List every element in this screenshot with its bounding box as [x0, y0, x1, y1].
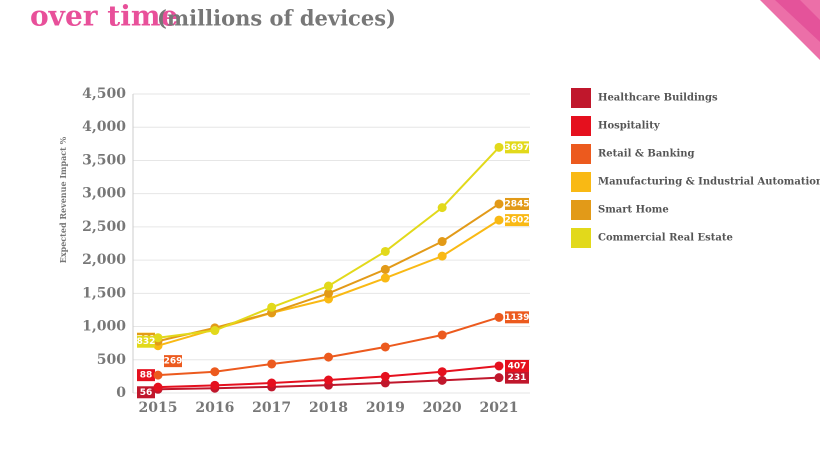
y-tick-label: 3,500 [82, 152, 126, 168]
legend-label: Hospitality [598, 121, 661, 132]
y-tick-label: 1,000 [82, 319, 126, 335]
data-point [494, 199, 504, 209]
data-label: 88 [140, 371, 153, 381]
data-point [380, 273, 390, 283]
chart-title: over time [30, 0, 178, 33]
data-point [324, 352, 333, 362]
legend-swatch [571, 144, 591, 164]
data-point [437, 375, 447, 385]
data-point [267, 359, 277, 369]
label-box [505, 141, 529, 154]
label-box [137, 386, 155, 399]
data-point [380, 342, 390, 352]
data-point [267, 302, 277, 312]
data-point [324, 281, 333, 291]
legend-swatch [571, 88, 591, 108]
data-point [210, 326, 220, 336]
data-point [494, 215, 504, 225]
y-tick-label: 4,500 [82, 86, 126, 102]
y-tick-label: 2,500 [82, 219, 126, 235]
data-label: 269 [164, 357, 183, 367]
legend-swatch [571, 228, 591, 248]
x-tick-label: 2015 [139, 400, 178, 416]
x-tick-label: 2016 [195, 400, 234, 416]
data-point [380, 371, 390, 381]
corner-ribbon-band [775, 0, 820, 42]
x-tick-label: 2018 [309, 400, 348, 416]
data-point [153, 370, 163, 380]
data-point [380, 378, 390, 388]
data-point [210, 380, 220, 390]
legend-label: Retail & Banking [598, 149, 695, 160]
legend-label: Healthcare Buildings [598, 93, 718, 104]
data-point [210, 367, 220, 377]
x-tick-label: 2019 [366, 400, 405, 416]
legend-label: Manufacturing & Industrial Automation [598, 177, 820, 188]
data-point [437, 251, 447, 261]
data-point [267, 378, 277, 388]
y-tick-label: 1,500 [82, 285, 126, 301]
data-point [437, 367, 447, 377]
label-box [505, 371, 529, 384]
x-tick-label: 2020 [423, 400, 462, 416]
series-line [157, 146, 500, 339]
data-label: 56 [140, 388, 153, 398]
data-point [494, 312, 504, 322]
label-box [164, 355, 182, 368]
legend-label: Commercial Real Estate [598, 233, 733, 244]
data-point [494, 373, 504, 383]
data-label: 1139 [504, 313, 529, 323]
data-label: 231 [508, 373, 527, 383]
data-point [153, 333, 163, 343]
data-point [324, 375, 333, 385]
data-label: 2602 [504, 216, 529, 226]
data-label: 3697 [504, 143, 529, 153]
x-tick-label: 2021 [480, 400, 519, 416]
legend-swatch [571, 172, 591, 192]
y-tick-label: 2,000 [82, 252, 126, 268]
y-tick-label: 0 [116, 385, 126, 401]
data-point [324, 288, 333, 298]
label-box [505, 359, 529, 372]
data-point [380, 264, 390, 274]
data-label: 407 [508, 361, 527, 371]
series-line [157, 203, 500, 343]
chart-subtitle: (millions of devices) [157, 6, 396, 31]
label-box [505, 214, 529, 227]
label-box [137, 369, 155, 382]
label-box [505, 197, 529, 210]
label-box [137, 335, 155, 348]
data-point [437, 203, 447, 213]
data-point [437, 330, 447, 340]
data-point [153, 382, 163, 392]
data-point [494, 142, 504, 152]
x-tick-label: 2017 [252, 400, 291, 416]
legend-swatch [571, 200, 591, 220]
data-point [380, 246, 390, 256]
y-axis-label: Expected Revenue Impact % [58, 136, 68, 263]
data-point [437, 237, 447, 247]
y-tick-label: 4,000 [82, 119, 126, 135]
y-tick-label: 500 [97, 352, 126, 368]
legend-swatch [571, 116, 591, 136]
data-label: 832 [137, 337, 156, 347]
data-label: 2845 [504, 199, 529, 209]
y-tick-label: 3,000 [82, 186, 126, 202]
data-point [494, 361, 504, 371]
legend-label: Smart Home [598, 205, 669, 216]
series-line [157, 316, 500, 377]
label-box [505, 311, 529, 324]
